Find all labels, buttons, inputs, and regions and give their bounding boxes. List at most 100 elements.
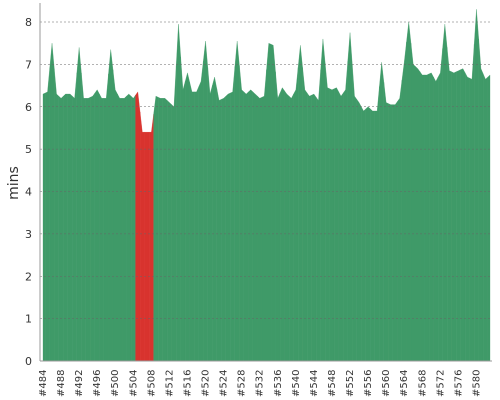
area-segment [121,95,127,362]
area-segment [460,68,466,362]
area-segment [487,74,491,362]
area-segment [261,69,267,362]
area-segment [108,49,114,362]
area-segment [198,61,204,362]
x-tick-label: #536 [273,370,284,397]
area-segment [288,93,294,362]
area-segment [248,89,254,362]
y-tick-label: 4 [25,186,32,199]
x-tick-label: #504 [128,370,139,397]
area-segment [320,38,326,362]
area-segment [243,91,249,362]
y-tick-label: 3 [25,228,32,241]
area-segment [338,91,344,362]
x-tick-label: #500 [110,370,121,397]
x-tick-label: #564 [399,370,410,397]
area-segment [442,24,448,362]
area-segment [455,69,461,362]
area-segment [343,61,348,362]
area-segment [284,90,290,362]
area-segment [76,47,82,362]
area-segment [478,38,484,362]
area-segment [334,87,339,362]
area-segment [325,63,330,362]
area-segment [216,88,222,362]
area-segment [316,69,321,362]
y-tick-label: 2 [25,270,32,283]
area-segment [103,73,109,362]
area-segment [370,108,376,362]
area-segment [293,67,299,362]
area-segment [189,82,195,362]
area-segment [347,32,353,362]
area-segment [275,71,281,362]
area-segment [153,95,159,362]
area-segment [203,41,208,362]
area-segment [410,43,416,362]
area-segment [99,93,105,362]
area-segment [130,94,136,362]
area-segment [221,95,227,362]
area-segment [63,93,68,362]
x-tick-label: #568 [417,370,428,397]
area-segment [42,92,46,362]
area-segment [401,42,407,362]
x-tick-label: #540 [291,370,302,397]
y-tick-label: 0 [25,355,32,368]
area-segment [257,95,263,362]
area-segment [266,42,272,362]
x-tick-label: #508 [146,370,157,397]
x-tick-label: #544 [309,370,320,397]
y-axis-label: mins [6,166,22,200]
area-segment [144,132,150,362]
y-tick-label: 5 [25,143,32,156]
area-segment [207,67,213,362]
area-segment [157,96,163,362]
area-segment [117,93,123,362]
x-tick-label: #532 [255,370,266,397]
x-tick-label: #524 [219,370,230,397]
area-segment [469,44,475,362]
x-tick-label: #512 [164,370,175,397]
area-segment [297,45,303,362]
area-segment [180,56,186,362]
area-segment [356,98,362,362]
area-segment [45,67,50,362]
y-tick-label: 6 [25,101,32,114]
area-segment [419,71,425,362]
x-tick-label: #516 [182,370,193,397]
area-segment [446,47,452,362]
area-segment [112,69,118,362]
x-tick-label: #552 [345,370,356,397]
x-tick-label: #560 [381,370,392,397]
area-segment [451,71,457,362]
area-segment [85,96,91,362]
area-segment [67,93,73,362]
area-segment [54,68,59,362]
area-segment [135,91,141,362]
area-segment [302,67,308,362]
area-segment [392,100,398,362]
area-segment [90,92,96,362]
area-segment [162,98,168,362]
area-segment [374,86,380,362]
area-segment [311,93,317,362]
area-segment [185,72,190,362]
x-tick-label: #492 [74,370,85,397]
x-tick-label: #520 [201,370,212,397]
area-segment [270,44,276,362]
x-tick-label: #488 [56,370,67,397]
area-segment [437,48,443,362]
area-segment [167,100,172,362]
x-tick-label: #548 [327,370,338,397]
area-segment [234,41,240,362]
area-segment [424,73,430,362]
area-segment [225,92,231,362]
area-segment [415,66,421,362]
area-segment [94,89,100,362]
area-segment [383,82,389,362]
area-segment [58,95,64,362]
area-segment [49,43,55,362]
x-tick-label: #572 [435,370,446,397]
